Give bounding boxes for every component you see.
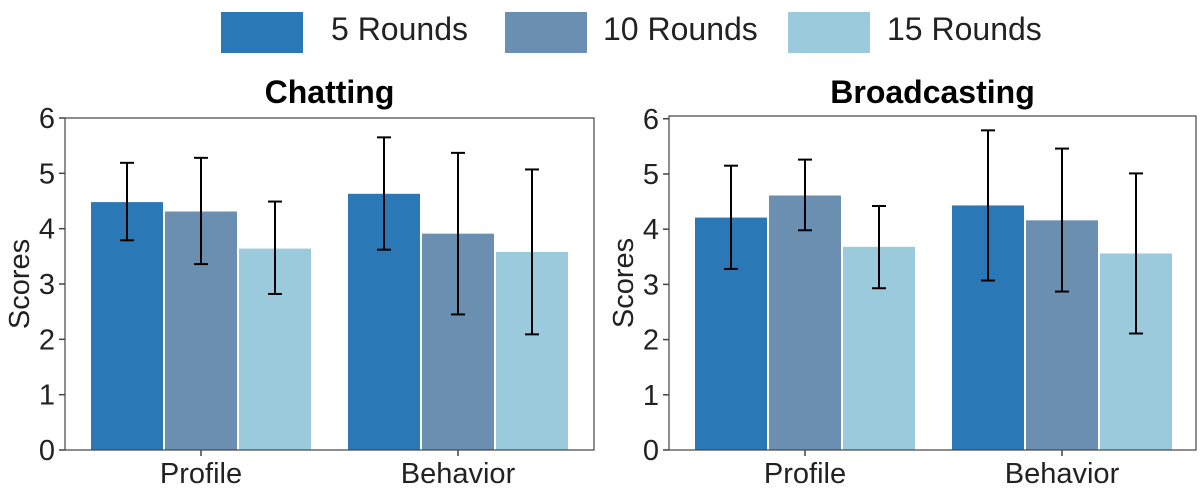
error-bar-behavior-15-rounds: [1129, 172, 1143, 335]
y-tick-label-6: 6: [39, 103, 55, 135]
y-tick-label-1: 1: [643, 380, 659, 412]
x-tick-label-profile: Profile: [764, 458, 846, 490]
legend-label-10-rounds: 10 Rounds: [603, 11, 758, 47]
legend: 5 Rounds 10 Rounds 15 Rounds: [221, 11, 1042, 53]
error-bar-behavior-5-rounds: [981, 129, 995, 282]
bar-profile-10-rounds: [769, 195, 841, 450]
error-bar-profile-10-rounds: [798, 158, 812, 232]
x-tick-label-behavior: Behavior: [401, 458, 516, 490]
legend-swatch-15-rounds: [788, 12, 870, 53]
error-bar-profile-5-rounds: [120, 161, 134, 242]
error-bar-behavior-10-rounds: [451, 151, 465, 316]
legend-swatch-5-rounds: [221, 12, 303, 53]
y-tick-label-0: 0: [643, 435, 659, 467]
plot-frame: [668, 115, 1197, 451]
y-tick-label-3: 3: [643, 269, 659, 301]
y-tick-label-6: 6: [643, 104, 659, 136]
chatting-panel: Chatting Scores Profile Behavior 0 1 2 3 4 5 6: [4, 74, 595, 490]
x-tick-label-profile: Profile: [160, 458, 242, 490]
error-bar-profile-5-rounds: [724, 164, 738, 270]
y-tick-label-5: 5: [643, 159, 659, 191]
y-tick-label-2: 2: [39, 324, 55, 356]
legend-label-5-rounds: 5 Rounds: [331, 11, 468, 47]
chart-title-broadcasting: Broadcasting: [830, 74, 1034, 110]
error-bar-profile-15-rounds: [872, 204, 886, 290]
error-bar-behavior-10-rounds: [1055, 147, 1069, 293]
chart-title-chatting: Chatting: [265, 74, 395, 110]
y-tick-label-3: 3: [39, 269, 55, 301]
y-tick-label-4: 4: [643, 214, 659, 246]
broadcasting-panel: Broadcasting Scores Profile Behavior 0 1 2 3 4 5 6: [608, 74, 1197, 490]
plot-frame: [64, 117, 595, 451]
y-tick-label-2: 2: [643, 325, 659, 357]
y-axis-label: Scores: [4, 239, 36, 329]
error-bar-behavior-15-rounds: [525, 168, 539, 336]
x-tick-label-behavior: Behavior: [1005, 458, 1120, 490]
y-tick-label-1: 1: [39, 380, 55, 412]
error-bar-behavior-5-rounds: [377, 136, 391, 251]
bar-profile-5-rounds: [91, 202, 163, 450]
legend-swatch-10-rounds: [505, 12, 587, 53]
error-bar-profile-15-rounds: [268, 200, 282, 295]
y-axis-label: Scores: [608, 238, 640, 328]
y-tick-label-0: 0: [39, 435, 55, 467]
legend-label-15-rounds: 15 Rounds: [887, 11, 1042, 47]
y-tick-label-4: 4: [39, 214, 55, 246]
y-tick-label-5: 5: [39, 158, 55, 190]
error-bar-profile-10-rounds: [194, 156, 208, 266]
